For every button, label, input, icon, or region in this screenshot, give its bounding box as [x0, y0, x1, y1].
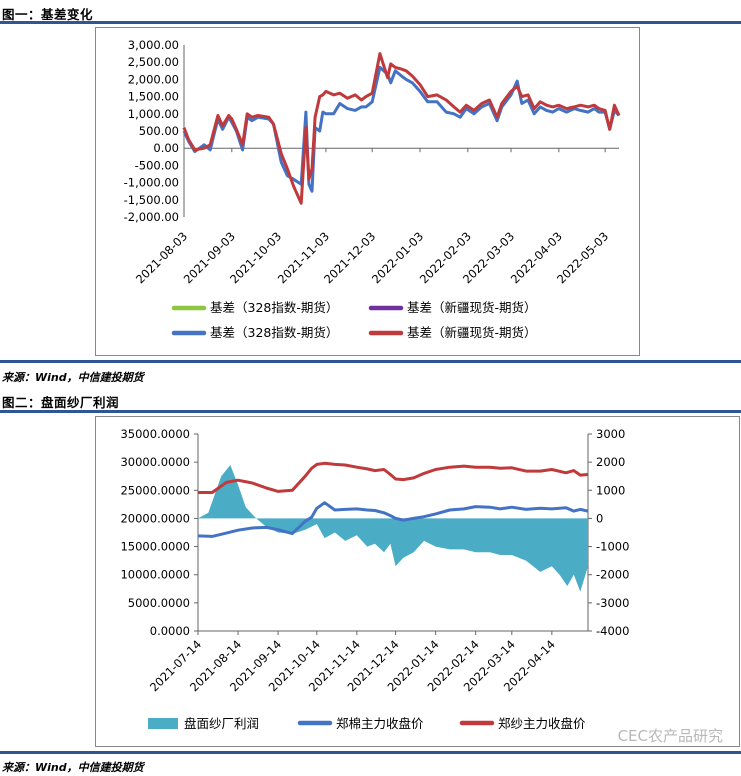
y-tick-label: 1,000.00: [128, 107, 179, 121]
left-tick-label: 20000.0000: [120, 511, 190, 525]
y-tick-label: 0.00: [153, 141, 179, 155]
legend-label: 基差（328指数-期货）: [210, 300, 338, 315]
right-tick-label: -4000: [596, 624, 629, 638]
y-tick-label: -1,000.00: [124, 176, 179, 190]
legend-label: 郑纱主力收盘价: [498, 716, 586, 731]
figure1-top-rule: [0, 21, 741, 24]
y-tick-label: 1,500.00: [128, 90, 179, 104]
figure2-chart: 35000.000030000.000025000.000020000.0000…: [120, 427, 629, 731]
left-tick-label: 5000.0000: [128, 596, 190, 610]
right-tick-label: 1000: [596, 483, 625, 497]
y-tick-label: 3,000.00: [128, 38, 179, 52]
y-tick-label: 2,500.00: [128, 55, 179, 69]
legend-label: 基差（328指数-期货）: [210, 325, 338, 340]
series-line-2: [182, 52, 621, 205]
y-tick-label: 500.00: [139, 124, 179, 138]
watermark: CEC农产品研究: [617, 727, 723, 745]
right-tick-label: 0: [596, 511, 603, 525]
legend-label: 郑棉主力收盘价: [336, 716, 424, 731]
legend-label: 基差（新疆现货-期货）: [407, 300, 537, 315]
y-tick-label: 2,000.00: [128, 72, 179, 86]
profit-area: [198, 465, 588, 592]
y-tick-label: -500.00: [135, 158, 179, 172]
figure1-title: 图一：基差变化: [2, 7, 94, 22]
y-tick-label: -1,500.00: [124, 193, 179, 207]
right-tick-label: 3000: [596, 427, 625, 441]
left-tick-label: 15000.0000: [120, 540, 190, 554]
figure2-top-rule: [0, 410, 741, 413]
figure2-title: 图二：盘面纱厂利润: [2, 395, 120, 410]
figure1-bottom-rule: [0, 360, 741, 363]
left-tick-label: 25000.0000: [120, 483, 190, 497]
legend-swatch: [148, 718, 178, 729]
figure2-bottom-rule: [0, 751, 741, 754]
series-line-1: [182, 65, 621, 193]
right-tick-label: -2000: [596, 568, 629, 582]
series-line-1: [197, 501, 589, 538]
right-tick-label: -3000: [596, 596, 629, 610]
figure1-frame: 3,000.00 2,500.00 2,000.00 1,500.00 1,000.00…: [95, 27, 640, 356]
legend-label: 盘面纱厂利润: [184, 716, 259, 731]
left-tick-label: 35000.0000: [120, 427, 190, 441]
figure2-source: 来源：Wind，中信建投期货: [2, 761, 144, 774]
left-tick-label: 30000.0000: [120, 455, 190, 469]
series-line-2: [198, 461, 589, 494]
left-tick-label: 0.0000: [150, 624, 190, 638]
figure2-frame: 35000.0000 30000.0000 25000.0000 20000.0000…: [95, 416, 740, 747]
figure1-source: 来源：Wind，中信建投期货: [2, 371, 144, 384]
right-tick-label: 2000: [596, 455, 625, 469]
legend-label: 基差（新疆现货-期货）: [407, 325, 537, 340]
y-tick-label: -2,000.00: [124, 210, 179, 224]
left-tick-label: 10000.0000: [120, 568, 190, 582]
right-tick-label: -1000: [596, 540, 629, 554]
figure1-chart: 3,000.00 2,500.00 2,000.00 1,500.00 1,000.00…: [124, 38, 621, 340]
